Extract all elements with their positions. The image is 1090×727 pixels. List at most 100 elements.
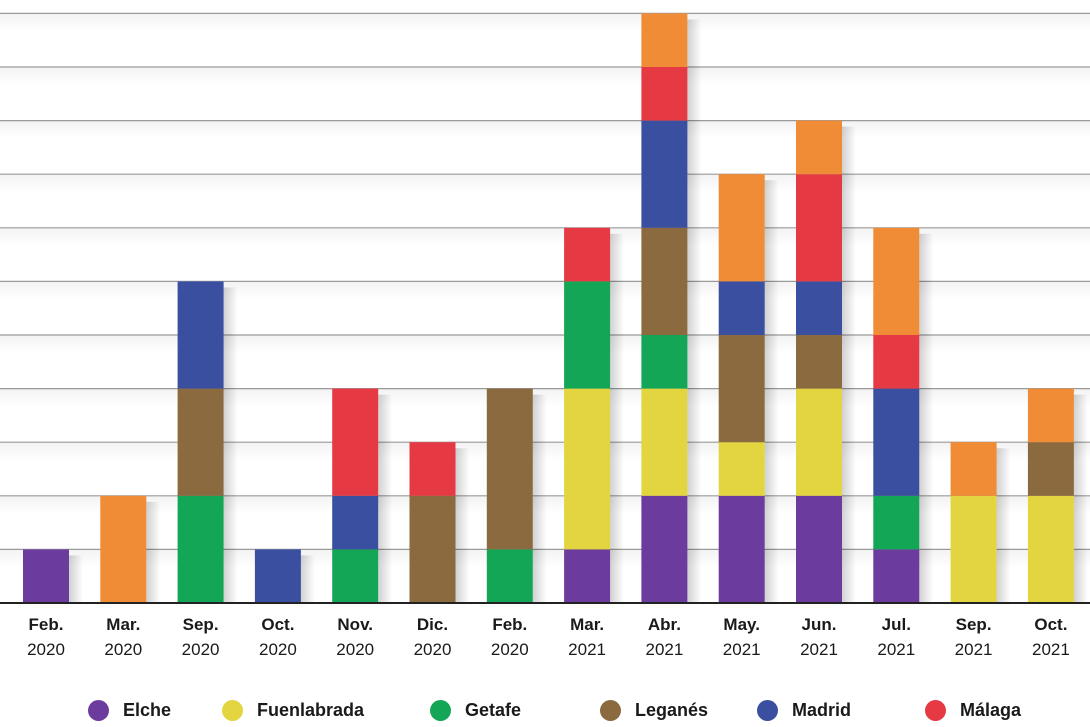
bar-segment-madrid <box>718 281 765 335</box>
bar-segment-mlaga <box>409 442 456 496</box>
x-tick-year: 2021 <box>1032 640 1070 659</box>
x-tick-month: Feb. <box>492 615 527 634</box>
bar-segment-fuenlabrada <box>950 495 997 603</box>
bar-segment-legans <box>486 388 533 550</box>
legend-item-getafe: Getafe <box>430 700 521 721</box>
x-tick-month: Abr. <box>648 615 681 634</box>
bar-shadow <box>69 555 83 603</box>
bar-segment-legans <box>641 227 688 335</box>
bar-segment-legans <box>1027 442 1074 496</box>
gridline-shade <box>0 120 1090 139</box>
legend-item-madrid: Madrid <box>757 700 851 721</box>
legend-label: Madrid <box>792 700 852 720</box>
x-tick-year: 2020 <box>259 640 297 659</box>
x-tick-month: Jun. <box>802 615 837 634</box>
bar-segment-fuenlabrada <box>1027 495 1074 603</box>
bar-segment-mlaga <box>796 174 842 282</box>
bar-shadow <box>919 233 934 604</box>
legend-swatch <box>222 700 243 721</box>
bar-segment-getafe <box>332 549 379 603</box>
x-tick-year: 2020 <box>336 640 374 659</box>
legend-label: Málaga <box>960 700 1022 720</box>
x-tick-year: 2020 <box>27 640 65 659</box>
x-tick-month: Feb. <box>29 615 64 634</box>
legend-item-fuenlabrada: Fuenlabrada <box>222 700 364 721</box>
bar-segment-mlaga <box>564 227 611 282</box>
legend-item-elche: Elche <box>88 700 171 721</box>
bar-segment-getafe <box>873 495 920 550</box>
x-tick-month: May. <box>723 615 760 634</box>
bars <box>23 13 1074 603</box>
bar-segment-fuenlabrada <box>796 388 842 496</box>
x-tick-labels: Feb. 2020 Mar. 2020 Sep. 2020 Oct. 2020 Nov. 2020… <box>27 615 1070 659</box>
bar-segment-mlaga <box>873 335 920 389</box>
bar-shadow <box>996 448 1011 603</box>
x-tick-month: Mar. <box>570 615 604 634</box>
x-tick-year: 2020 <box>104 640 142 659</box>
bar-segment-other <box>950 442 997 496</box>
gridline-shade <box>0 174 1090 193</box>
legend-label: Getafe <box>465 700 522 720</box>
bar-segment-madrid <box>332 495 379 550</box>
bar-segment-getafe <box>564 281 611 389</box>
x-tick-year: 2021 <box>645 640 683 659</box>
x-tick-year: 2021 <box>955 640 993 659</box>
bar-shadow <box>455 448 470 603</box>
legend-label: Elche <box>123 700 172 720</box>
x-tick-month: Jul. <box>882 615 911 634</box>
legend-swatch <box>430 700 451 721</box>
bar-segment-madrid <box>796 281 842 335</box>
gridline-shade <box>0 67 1090 85</box>
bar-segment-fuenlabrada <box>718 442 765 496</box>
bar-segment-madrid <box>254 549 301 603</box>
bar-shadow <box>1073 394 1088 603</box>
x-tick-month: Oct. <box>261 615 294 634</box>
legend-label: Fuenlabrada <box>257 700 365 720</box>
bar-segment-elche <box>641 495 688 603</box>
bar-segment-getafe <box>641 335 688 389</box>
bar-segment-fuenlabrada <box>641 388 688 496</box>
x-tick-year: 2021 <box>800 640 838 659</box>
x-tick-month: Nov. <box>337 615 373 634</box>
bar-segment-elche <box>23 549 69 603</box>
bar-shadow <box>532 394 547 603</box>
x-tick-year: 2020 <box>414 640 452 659</box>
bar-segment-legans <box>177 388 224 496</box>
x-tick-year: 2021 <box>568 640 606 659</box>
bar-segment-getafe <box>177 495 224 603</box>
bar-segment-elche <box>564 549 611 603</box>
bar-segment-legans <box>796 335 842 389</box>
x-tick-year: 2021 <box>723 640 761 659</box>
legend: Elche Fuenlabrada Getafe Leganés Madrid Málag… <box>0 700 1090 727</box>
x-tick-month: Sep. <box>183 615 219 634</box>
bar-shadow <box>842 126 856 603</box>
bar-shadow <box>764 180 779 603</box>
bar-shadow <box>378 394 393 603</box>
bar-segment-madrid <box>177 281 224 389</box>
bar-shadow <box>146 501 161 603</box>
bar-segment-fuenlabrada <box>564 388 611 550</box>
legend-swatch <box>600 700 621 721</box>
bar-segment-elche <box>718 495 765 603</box>
x-tick-month: Sep. <box>956 615 992 634</box>
bar-segment-madrid <box>641 120 688 228</box>
bar-segment-mlaga <box>332 388 379 496</box>
bar-segment-other <box>641 13 688 67</box>
legend-swatch <box>757 700 778 721</box>
gridline-shade <box>0 13 1090 32</box>
legend-swatch <box>925 700 946 721</box>
bar-shadow <box>300 555 315 603</box>
x-tick-month: Oct. <box>1034 615 1067 634</box>
bar-segment-elche <box>873 549 920 603</box>
bar-segment-mlaga <box>641 67 688 121</box>
legend-label: Leganés <box>635 700 709 720</box>
bar-shadow <box>610 233 625 604</box>
bar-segment-getafe <box>486 549 533 603</box>
bar-shadow <box>687 19 702 603</box>
bar-segment-elche <box>796 495 842 603</box>
bar-segment-legans <box>409 495 456 603</box>
bar-shadows <box>69 19 1088 604</box>
bar-segment-other <box>873 227 920 335</box>
x-tick-year: 2021 <box>877 640 915 659</box>
